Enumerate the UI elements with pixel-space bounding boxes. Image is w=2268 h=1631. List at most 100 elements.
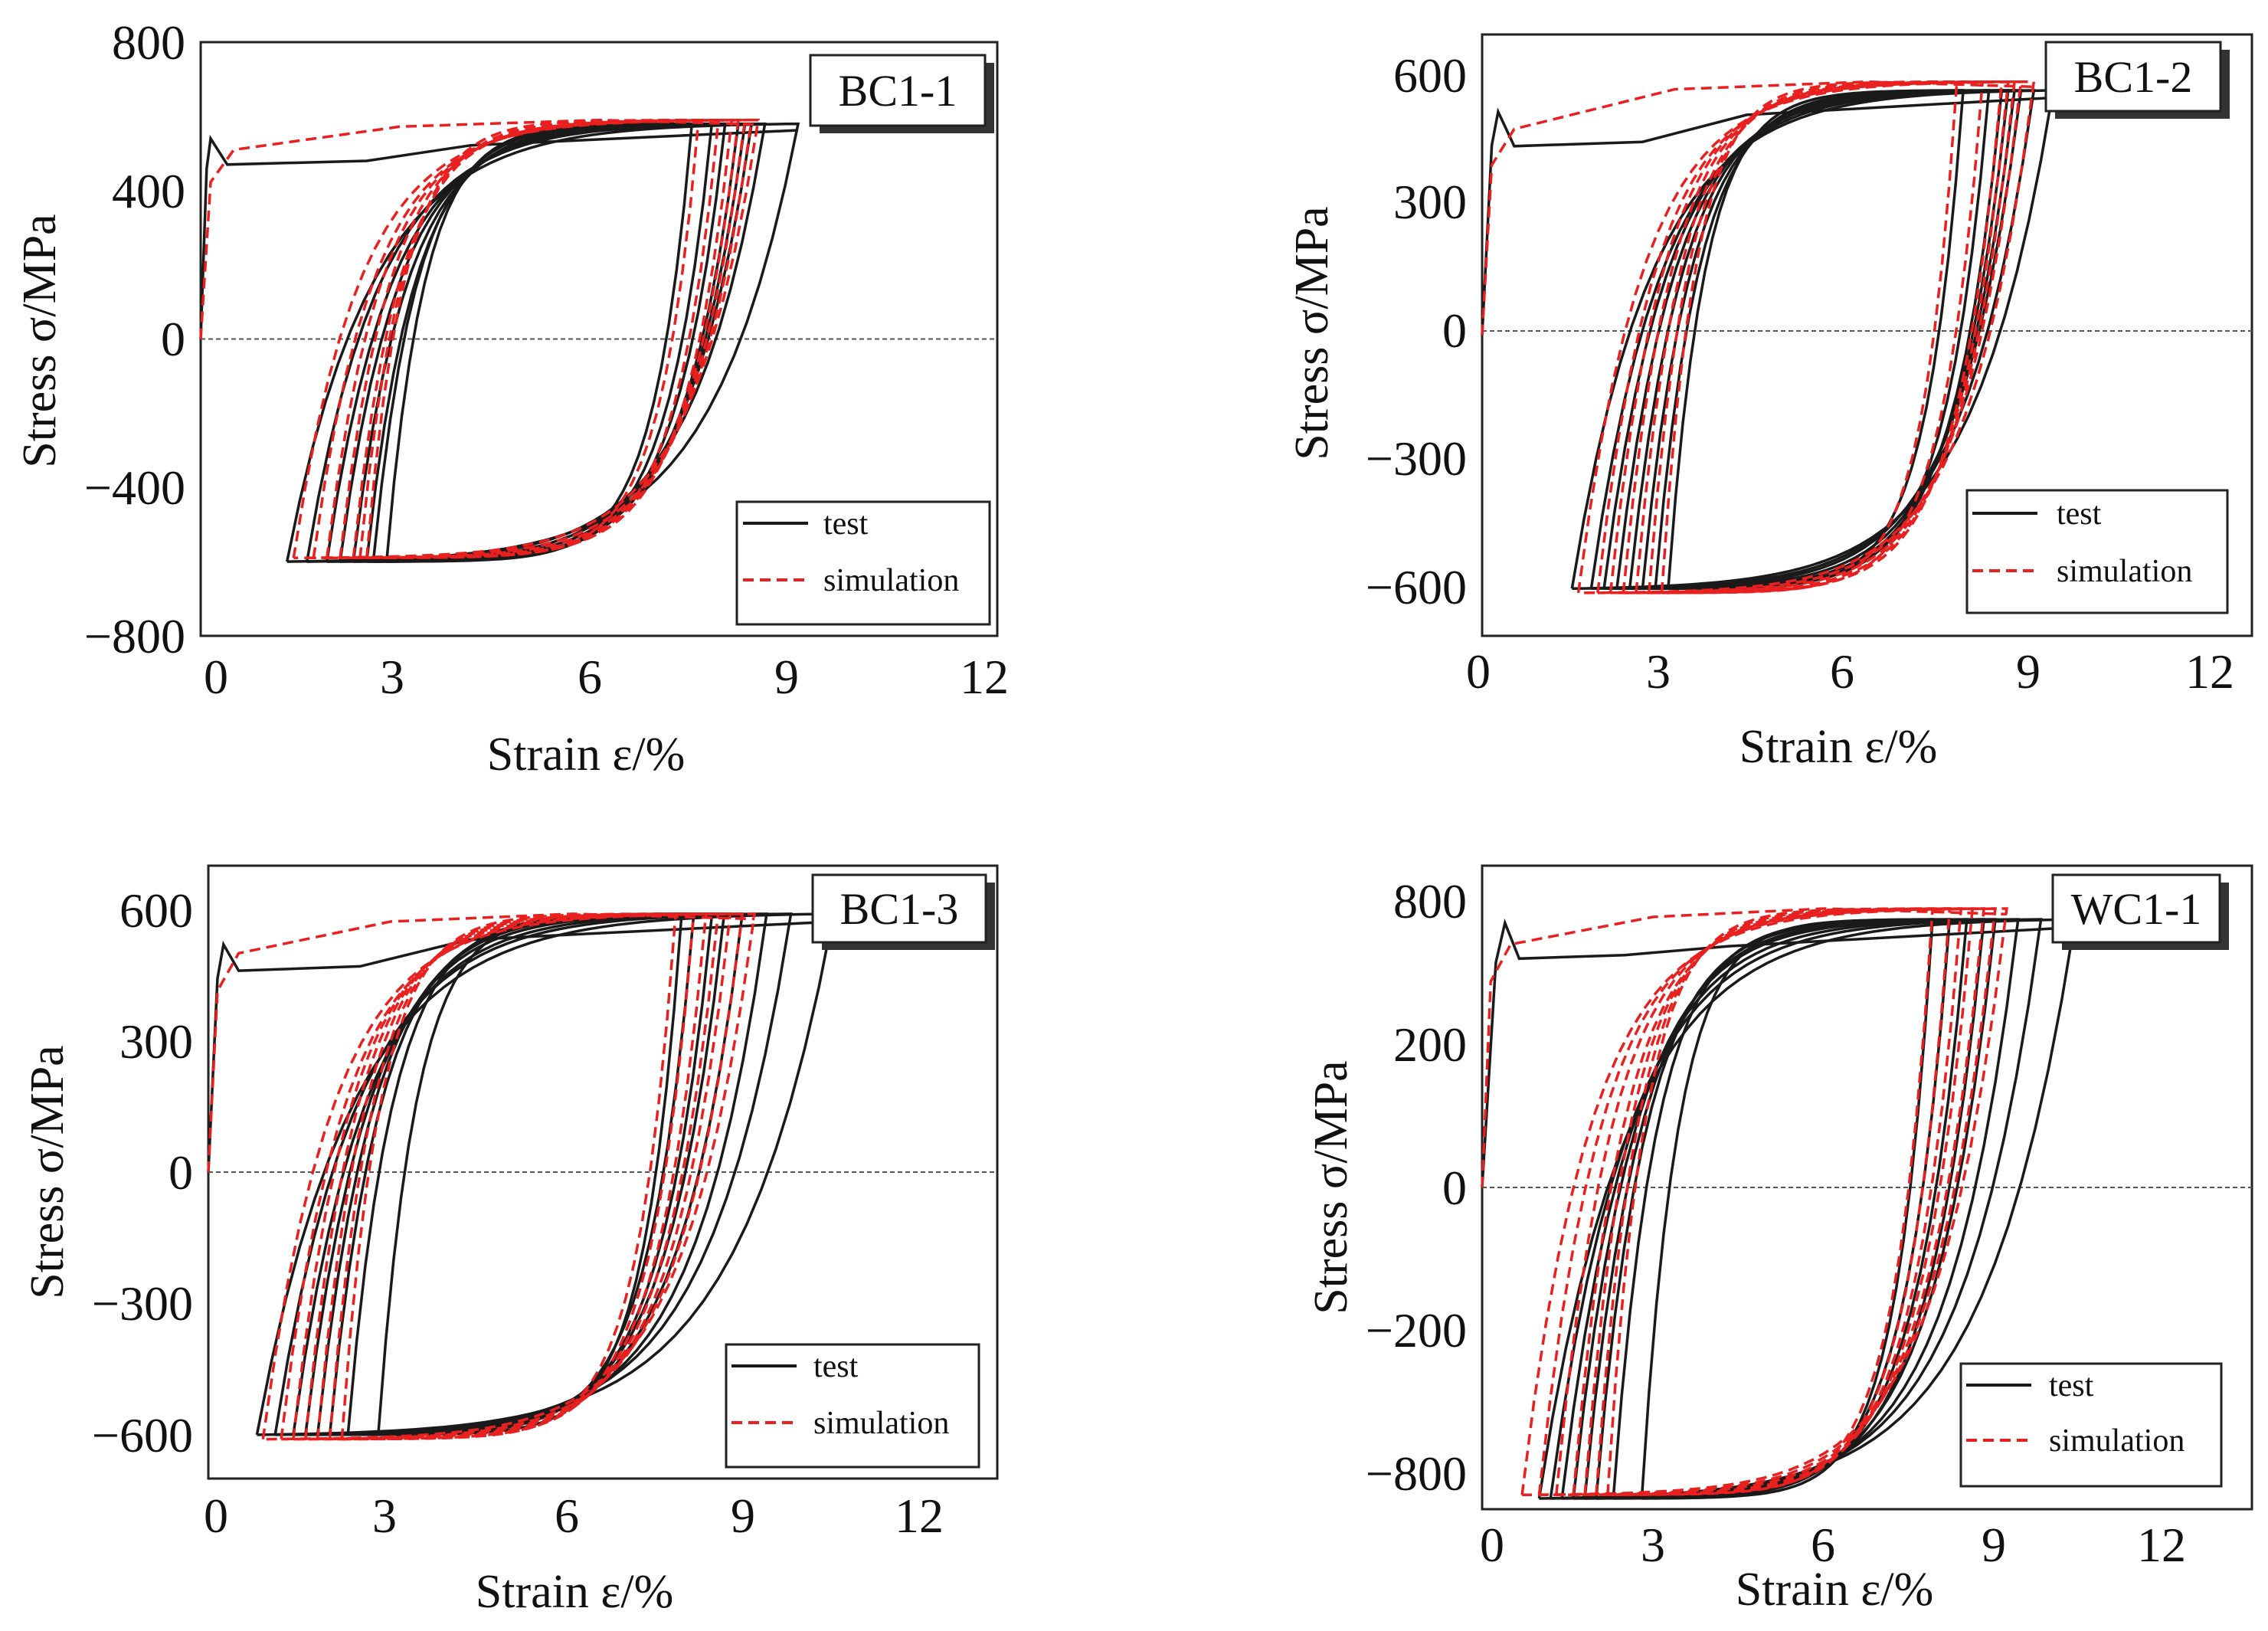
x-tick-label: 3	[1646, 644, 1671, 699]
x-tick-label: 0	[204, 650, 228, 704]
legend-wc1-1: test simulation	[1959, 1362, 2223, 1488]
y-tick-label: 800	[112, 15, 185, 70]
y-tick-label: −800	[84, 609, 185, 663]
x-tick-label: 0	[1480, 1518, 1504, 1572]
y-tick-label: −600	[92, 1408, 193, 1462]
x-tick-label: 3	[1641, 1518, 1665, 1572]
sim-loop-3	[1555, 907, 1986, 1497]
y-axis-label-wc1-1: Stress σ/MPa	[1305, 1060, 1357, 1314]
sim-curves-bc1-1	[199, 118, 761, 560]
y-tick-label: −300	[1366, 431, 1467, 486]
chart-title-bc1-3: BC1-3	[840, 884, 959, 934]
y-tick-label: 400	[112, 164, 185, 218]
y-tick-label: 0	[1442, 303, 1467, 358]
sim-loop-6	[1595, 907, 1952, 1497]
legend-label-test: test	[823, 506, 869, 542]
x-tick-label: 9	[774, 650, 799, 704]
y-ticks-wc1-1: 800 200 0 −200 −800	[1366, 874, 1467, 1501]
test-initial-loading-curve	[1481, 918, 2076, 1188]
sim-loop-2	[312, 118, 754, 560]
x-tick-label: 12	[2185, 644, 2234, 699]
legend-label-test: test	[2049, 1368, 2094, 1403]
title-box-wc1-1: WC1-1	[2051, 873, 2229, 950]
sim-curves-bc1-2	[1481, 80, 2036, 594]
sim-curves-bc1-3	[207, 912, 757, 1441]
x-tick-label: 6	[1830, 644, 1854, 699]
x-tick-label: 0	[1466, 644, 1491, 699]
sim-loop-7	[1606, 907, 1934, 1497]
chart-title-bc1-2: BC1-2	[2074, 52, 2193, 102]
sim-loop-6	[328, 912, 695, 1441]
y-tick-label: −800	[1366, 1446, 1467, 1501]
y-tick-label: 200	[1393, 1017, 1467, 1072]
y-tick-label: −200	[1366, 1303, 1467, 1358]
test-initial-loading-curve	[1481, 96, 2054, 336]
chart-title-bc1-1: BC1-1	[839, 66, 957, 116]
x-tick-label: 12	[2137, 1518, 2186, 1572]
x-tick-label: 6	[1811, 1518, 1835, 1572]
x-ticks-bc1-3: 0 3 6 9 12	[204, 1489, 944, 1543]
x-tick-label: 0	[204, 1489, 228, 1543]
y-ticks-bc1-1: 800 400 0 −400 −800	[84, 15, 185, 663]
sim-loop-3	[325, 118, 747, 560]
plot-area-wc1-1	[1481, 864, 2253, 1511]
x-tick-label: 9	[1982, 1518, 2006, 1572]
x-tick-label: 9	[731, 1489, 755, 1543]
panel-wc1-1: 800 200 0 −200 −800 0 3 6 9 12 Strain ε/…	[1305, 864, 2253, 1616]
y-axis-label-bc1-3: Stress σ/MPa	[21, 1045, 74, 1299]
y-tick-label: 0	[161, 312, 185, 366]
x-axis-label-bc1-2: Strain ε/%	[1739, 721, 1938, 773]
sim-curves-wc1-1	[1481, 907, 2008, 1497]
x-tick-label: 3	[372, 1489, 397, 1543]
x-tick-label: 12	[895, 1489, 944, 1543]
legend-bc1-2: test simulation	[1965, 489, 2229, 614]
y-ticks-bc1-2: 600 300 0 −300 −600	[1366, 48, 1467, 614]
x-axis-label-wc1-1: Strain ε/%	[1736, 1564, 1934, 1616]
legend-bc1-1: test simulation	[735, 500, 991, 626]
sim-loop-4	[304, 912, 720, 1441]
y-tick-label: −400	[84, 460, 185, 515]
legend-label-simulation: simulation	[2049, 1423, 2185, 1459]
y-tick-label: −600	[1366, 560, 1467, 614]
x-tick-label: 12	[960, 650, 1009, 704]
title-box-bc1-3: BC1-3	[811, 873, 995, 950]
y-tick-label: 300	[1393, 175, 1467, 229]
test-initial-loading-curve	[199, 129, 799, 339]
test-loop-8	[1640, 918, 1934, 1500]
x-axis-label-bc1-1: Strain ε/%	[487, 729, 686, 781]
legend-label-simulation: simulation	[813, 1406, 949, 1441]
panel-bc1-2: 600 300 0 −300 −600 0 3 6 9 12 Strain ε/…	[1286, 33, 2253, 773]
x-tick-label: 6	[578, 650, 602, 704]
x-ticks-wc1-1: 0 3 6 9 12	[1480, 1518, 2186, 1572]
y-tick-label: 0	[169, 1145, 193, 1200]
title-box-bc1-1: BC1-1	[809, 54, 994, 133]
x-ticks-bc1-2: 0 3 6 9 12	[1466, 644, 2234, 699]
x-axis-label-bc1-3: Strain ε/%	[476, 1566, 674, 1618]
y-ticks-bc1-3: 600 300 0 −300 −600	[92, 883, 193, 1462]
sim-loop-7	[365, 118, 700, 560]
sim-loop-6	[358, 118, 720, 560]
y-axis-label-bc1-2: Stress σ/MPa	[1286, 206, 1338, 460]
x-tick-label: 3	[380, 650, 404, 704]
y-tick-label: 300	[119, 1014, 193, 1069]
legend-bc1-3: test simulation	[725, 1343, 980, 1469]
y-tick-label: 0	[1442, 1161, 1467, 1215]
test-loop-2	[273, 912, 793, 1436]
y-tick-label: 600	[119, 883, 193, 938]
sim-loop-1	[1576, 80, 2036, 594]
y-tick-label: −300	[92, 1276, 193, 1331]
legend-label-test: test	[813, 1349, 859, 1384]
sim-loop-6	[1648, 80, 1985, 594]
panel-bc1-3: 600 300 0 −300 −600 0 3 6 9 12 Strain ε/…	[21, 864, 999, 1618]
test-loop-8	[385, 122, 694, 563]
y-tick-label: 600	[1393, 48, 1467, 103]
legend-label-test: test	[2057, 496, 2102, 532]
x-ticks-bc1-1: 0 3 6 9 12	[204, 650, 1009, 704]
x-tick-label: 9	[2016, 644, 2041, 699]
title-box-bc1-2: BC1-2	[2044, 41, 2230, 119]
legend-label-simulation: simulation	[2057, 554, 2192, 589]
sim-loop-7	[340, 912, 677, 1441]
x-tick-label: 6	[555, 1489, 579, 1543]
legend-label-simulation: simulation	[823, 563, 959, 598]
